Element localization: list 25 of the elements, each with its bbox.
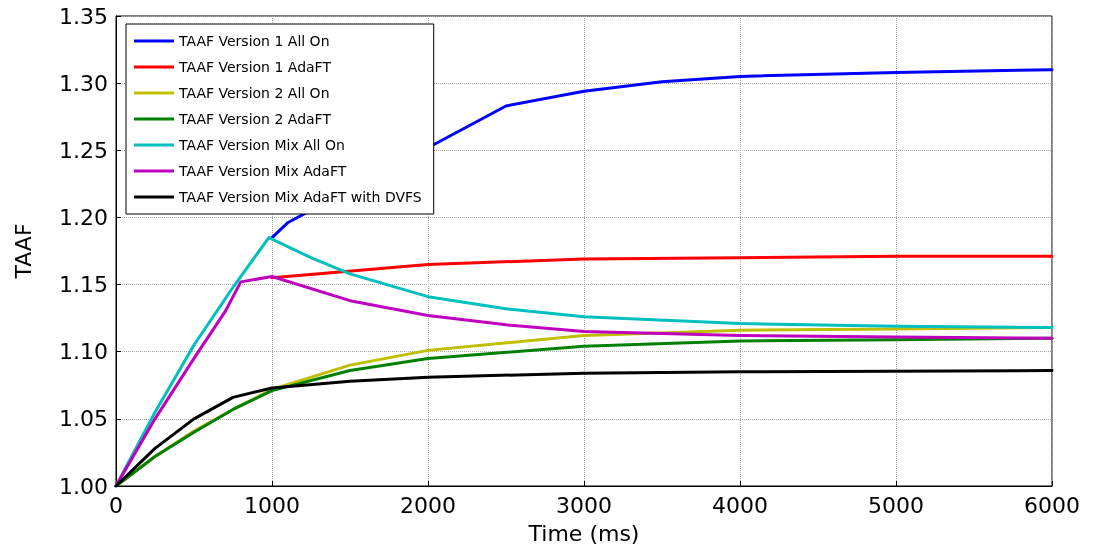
x-tick-label: 6000 [1024,492,1080,518]
y-tick-label: 1.10 [59,339,108,365]
legend-label: TAAF Version 1 All On [178,33,330,49]
y-tick-label: 1.15 [59,272,108,298]
x-tick-label: 0 [109,492,123,518]
legend-label: TAAF Version Mix AdaFT with DVFS [178,189,422,205]
legend-label: TAAF Version 1 AdaFT [178,59,332,75]
legend-label: TAAF Version 2 All On [178,85,330,101]
line-series [270,254,1054,280]
y-tick-label: 1.30 [59,70,108,96]
x-tick-label: 1000 [244,492,300,518]
x-axis-title: Time (ms) [527,520,640,546]
legend-label: TAAF Version Mix All On [178,137,345,153]
y-tick-label: 1.05 [59,406,108,432]
y-tick-label: 1.35 [59,3,108,29]
legend-label: TAAF Version Mix AdaFT [178,163,347,179]
legend-label: TAAF Version 2 AdaFT [178,111,332,127]
x-tick-label: 5000 [868,492,924,518]
x-tick-label: 3000 [556,492,612,518]
y-tick-label: 1.20 [59,204,108,230]
y-tick-label: 1.25 [59,137,108,163]
x-tick-label: 4000 [712,492,768,518]
y-axis-title: TAAF [10,223,36,280]
y-tick-label: 1.00 [59,473,108,499]
x-tick-label: 2000 [400,492,456,518]
